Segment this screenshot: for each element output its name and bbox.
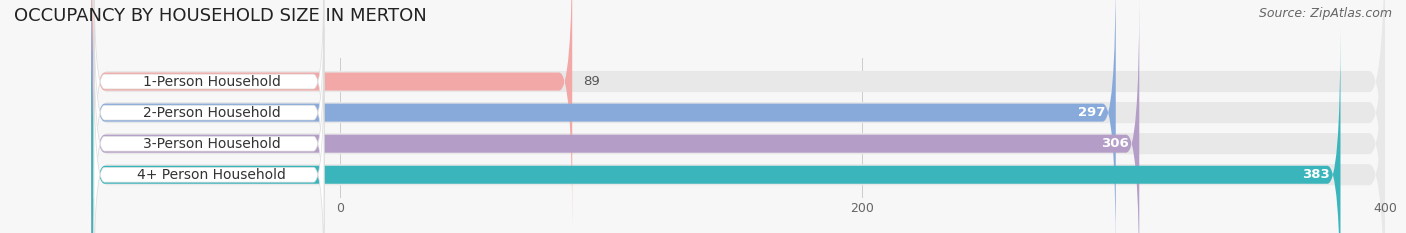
- Text: Source: ZipAtlas.com: Source: ZipAtlas.com: [1258, 7, 1392, 20]
- FancyBboxPatch shape: [91, 0, 1139, 233]
- Text: OCCUPANCY BY HOUSEHOLD SIZE IN MERTON: OCCUPANCY BY HOUSEHOLD SIZE IN MERTON: [14, 7, 427, 25]
- Text: 383: 383: [1302, 168, 1330, 181]
- FancyBboxPatch shape: [91, 0, 1385, 233]
- Text: 306: 306: [1101, 137, 1129, 150]
- FancyBboxPatch shape: [91, 0, 1385, 233]
- FancyBboxPatch shape: [91, 0, 1385, 233]
- FancyBboxPatch shape: [91, 0, 1385, 233]
- FancyBboxPatch shape: [94, 0, 323, 230]
- Text: 1-Person Household: 1-Person Household: [142, 75, 281, 89]
- FancyBboxPatch shape: [91, 0, 1116, 233]
- Text: 2-Person Household: 2-Person Household: [143, 106, 280, 120]
- FancyBboxPatch shape: [94, 27, 323, 233]
- FancyBboxPatch shape: [94, 58, 323, 233]
- FancyBboxPatch shape: [94, 0, 323, 199]
- Text: 3-Person Household: 3-Person Household: [143, 137, 280, 151]
- Text: 297: 297: [1078, 106, 1105, 119]
- FancyBboxPatch shape: [91, 28, 1340, 233]
- Text: 4+ Person Household: 4+ Person Household: [138, 168, 285, 182]
- Text: 89: 89: [582, 75, 599, 88]
- FancyBboxPatch shape: [91, 0, 572, 228]
